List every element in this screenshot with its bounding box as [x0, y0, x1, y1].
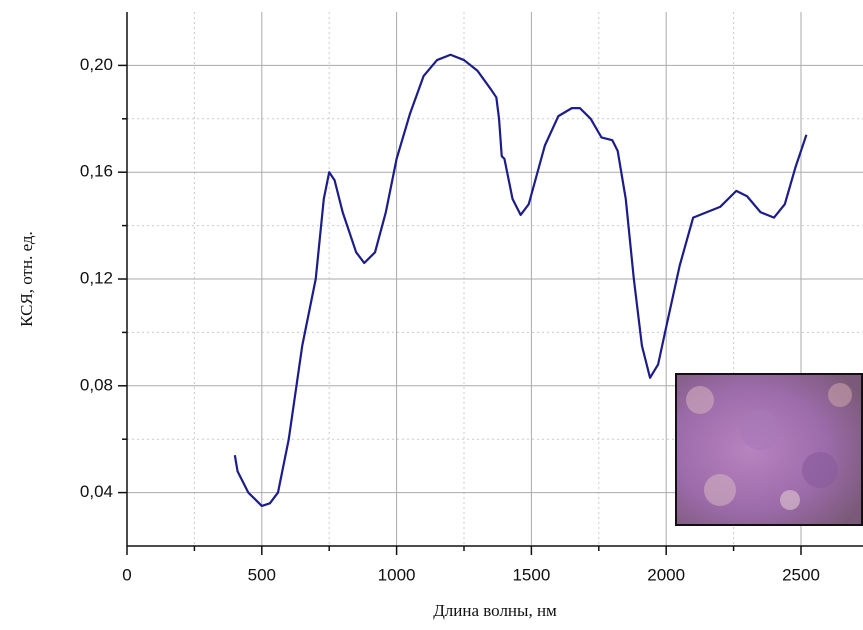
inset-photo	[675, 373, 863, 526]
x-tick-label: 0	[122, 565, 131, 584]
y-tick-label: 0,12	[80, 268, 113, 287]
x-tick-label: 1000	[378, 565, 416, 584]
y-axis-label: КСЯ, отн. ед.	[17, 231, 36, 327]
x-tick-label: 2000	[647, 565, 685, 584]
y-tick-label: 0,16	[80, 162, 113, 181]
y-tick-label: 0,08	[80, 375, 113, 394]
x-tick-label: 1500	[512, 565, 550, 584]
x-tick-label: 2500	[782, 565, 820, 584]
y-tick-label: 0,20	[80, 55, 113, 74]
y-tick-label: 0,04	[80, 482, 113, 501]
x-tick-label: 500	[248, 565, 276, 584]
x-axis-label: Длина волны, нм	[433, 601, 557, 620]
data-line	[233, 53, 808, 508]
